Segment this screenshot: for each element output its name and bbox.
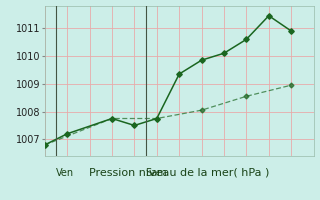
Text: Sam: Sam: [146, 168, 167, 178]
X-axis label: Pression niveau de la mer( hPa ): Pression niveau de la mer( hPa ): [89, 167, 269, 177]
Text: Ven: Ven: [56, 168, 74, 178]
